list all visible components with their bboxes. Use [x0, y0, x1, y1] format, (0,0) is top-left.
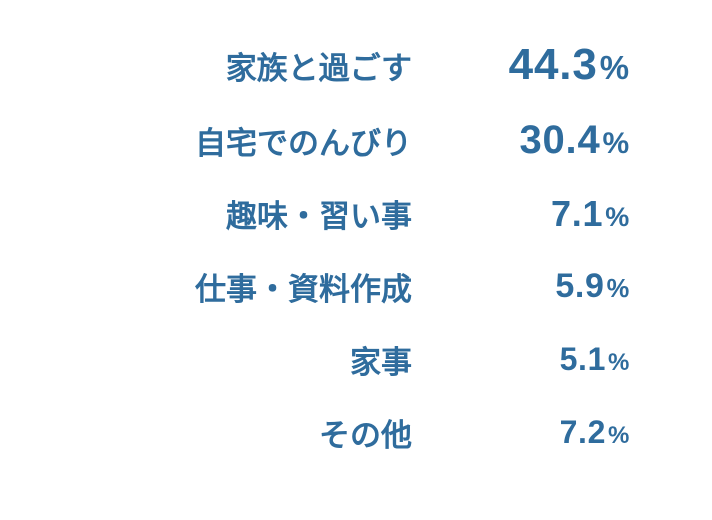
- chart-row-label: その他: [40, 410, 430, 455]
- percent-sign: %: [608, 349, 630, 376]
- value-number: 5.9: [555, 267, 604, 305]
- chart-row-value: 44.3%: [430, 40, 630, 90]
- value-number: 7.1: [551, 193, 603, 234]
- survey-chart: 家族と過ごす44.3%自宅でのんびり30.4%趣味・習い事7.1%仕事・資料作成…: [40, 30, 672, 455]
- chart-row-label: 家事: [40, 337, 430, 382]
- chart-row: 家事5.1%: [40, 337, 672, 382]
- value-number: 44.3: [509, 40, 598, 89]
- chart-row-label: 家族と過ごす: [40, 43, 430, 88]
- chart-row-value: 30.4%: [430, 118, 630, 163]
- chart-row-value: 5.1%: [430, 341, 630, 378]
- value-number: 7.2: [560, 414, 606, 450]
- chart-row: 趣味・習い事7.1%: [40, 191, 672, 236]
- chart-row: 家族と過ごす44.3%: [40, 40, 672, 90]
- value-number: 30.4: [519, 118, 600, 162]
- chart-row-value: 7.2%: [430, 414, 630, 451]
- chart-row-value: 7.1%: [430, 193, 630, 235]
- chart-row-label: 仕事・資料作成: [40, 264, 430, 309]
- percent-sign: %: [605, 202, 630, 232]
- chart-row: 仕事・資料作成5.9%: [40, 264, 672, 309]
- percent-sign: %: [608, 422, 630, 449]
- chart-row-label: 趣味・習い事: [40, 191, 430, 236]
- percent-sign: %: [603, 127, 630, 160]
- chart-row-value: 5.9%: [430, 267, 630, 306]
- chart-row: その他7.2%: [40, 410, 672, 455]
- value-number: 5.1: [560, 341, 606, 377]
- chart-row-label: 自宅でのんびり: [40, 118, 430, 163]
- percent-sign: %: [607, 275, 630, 303]
- percent-sign: %: [600, 49, 630, 86]
- chart-row: 自宅でのんびり30.4%: [40, 118, 672, 163]
